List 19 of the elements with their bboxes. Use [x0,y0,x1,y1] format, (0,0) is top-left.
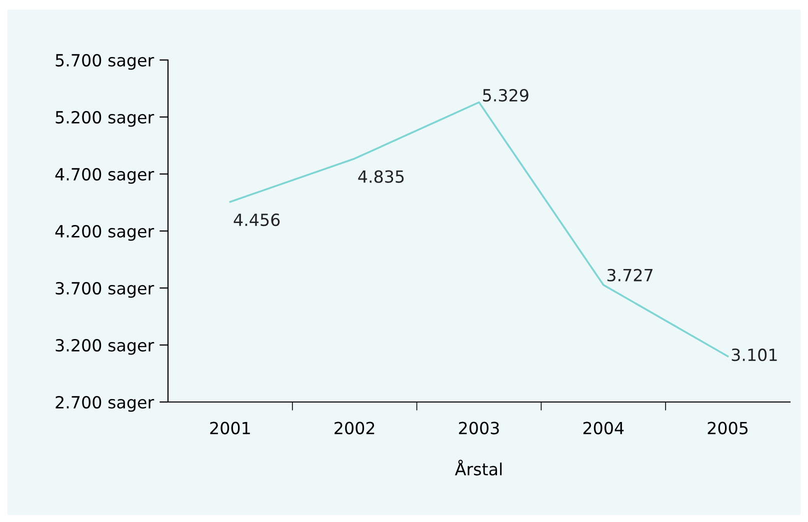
y-tick-label: 4.200 sager [55,224,154,241]
y-tick-label: 4.700 sager [55,168,154,184]
x-tick-label: 2004 [583,422,624,434]
data-label: 3.101 [732,348,777,362]
data-label: 4.456 [234,213,280,226]
x-tick-label: 2002 [334,422,374,434]
x-tick-label: 2005 [708,422,748,434]
y-tick-label: 3.700 sager [56,282,154,298]
y-tick-label: 3.200 sager [56,338,154,355]
y-tick-label: 2.700 sager [56,396,154,412]
data-label: 3.727 [607,268,652,282]
x-tick-label: 2003 [459,422,499,434]
x-axis-title: Årstal [454,460,502,476]
y-tick-label: 5.700 sager [56,54,154,70]
y-tick-label: 5.200 sager [56,110,154,127]
data-label: 4.835 [358,170,404,183]
x-tick-label: 2001 [210,422,250,434]
data-label: 5.329 [483,88,528,102]
line-series [229,101,729,358]
